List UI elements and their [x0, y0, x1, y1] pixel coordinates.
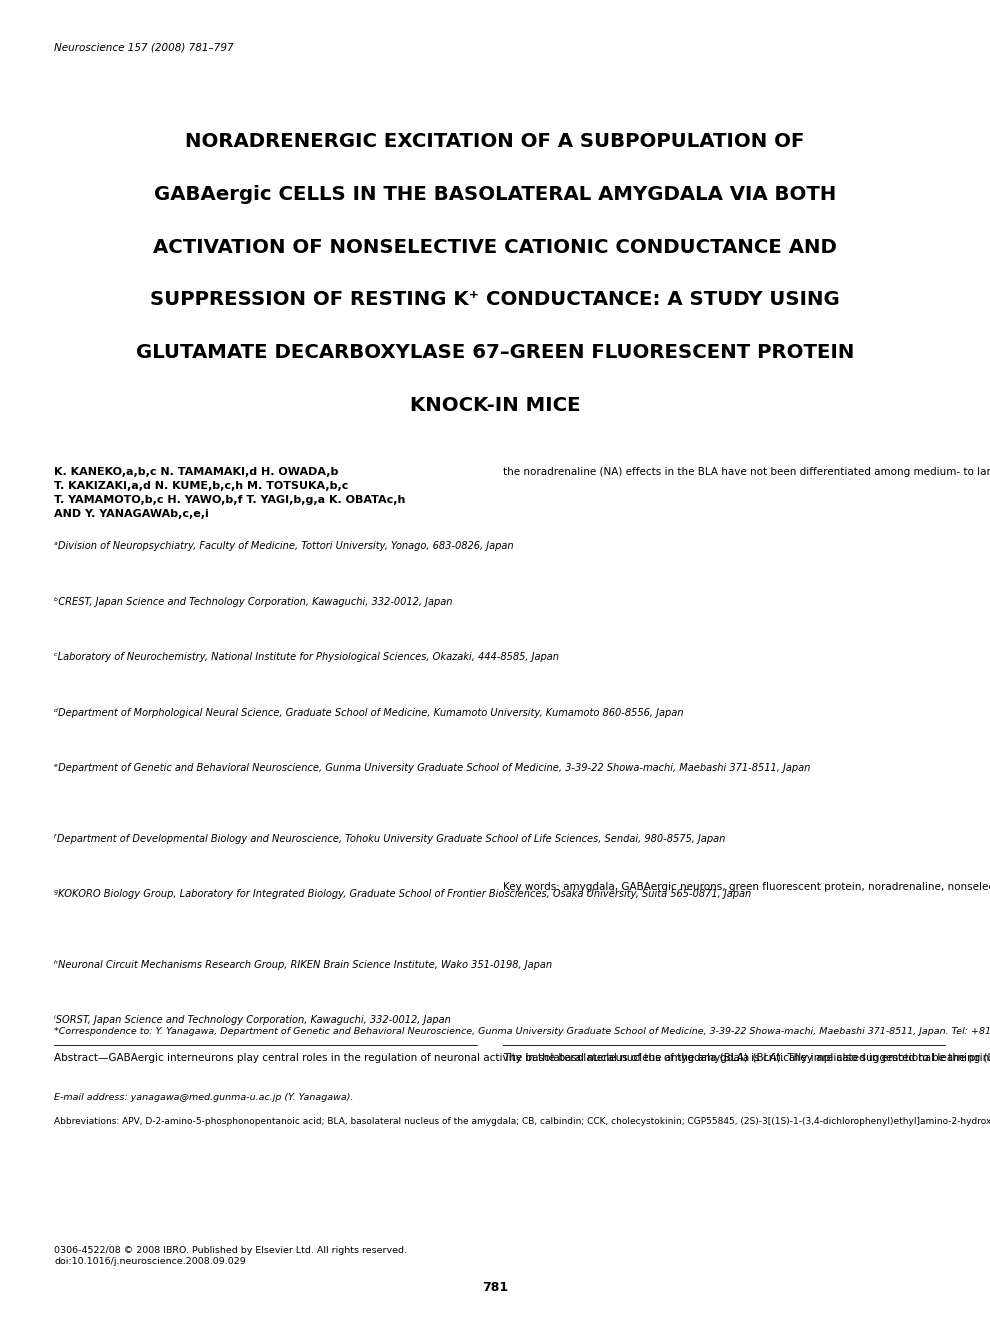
Text: Abstract—GABAergic interneurons play central roles in the regulation of neuronal: Abstract—GABAergic interneurons play cen…	[54, 1053, 990, 1064]
Text: NORADRENERGIC EXCITATION OF A SUBPOPULATION OF: NORADRENERGIC EXCITATION OF A SUBPOPULAT…	[185, 132, 805, 150]
Text: The basolateral nucleus of the amygdala (BLA) is critically implicated in emotio: The basolateral nucleus of the amygdala …	[503, 1053, 990, 1064]
Text: Neuroscience 157 (2008) 781–797: Neuroscience 157 (2008) 781–797	[54, 42, 234, 53]
Text: GABAergic CELLS IN THE BASOLATERAL AMYGDALA VIA BOTH: GABAergic CELLS IN THE BASOLATERAL AMYGD…	[153, 185, 837, 203]
Text: ᵈDepartment of Morphological Neural Science, Graduate School of Medicine, Kumamo: ᵈDepartment of Morphological Neural Scie…	[54, 708, 684, 718]
Text: ᶜLaboratory of Neurochemistry, National Institute for Physiological Sciences, Ok: ᶜLaboratory of Neurochemistry, National …	[54, 652, 559, 663]
Text: 781: 781	[482, 1280, 508, 1294]
Text: E-mail address: yanagawa@med.gunma-u.ac.jp (Y. Yanagawa).: E-mail address: yanagawa@med.gunma-u.ac.…	[54, 1093, 354, 1102]
Text: KNOCK-IN MICE: KNOCK-IN MICE	[410, 396, 580, 414]
Text: K. KANEKO,a,b,c N. TAMAMAKI,d H. OWADA,b
T. KAKIZAKI,a,d N. KUME,b,c,h M. TOTSUK: K. KANEKO,a,b,c N. TAMAMAKI,d H. OWADA,b…	[54, 467, 406, 519]
Text: Abbreviations: APV, D-2-amino-5-phosphonopentanoic acid; BLA, basolateral nucleu: Abbreviations: APV, D-2-amino-5-phosphon…	[54, 1117, 990, 1126]
Text: *Correspondence to: Y. Yanagawa, Department of Genetic and Behavioral Neuroscien: *Correspondence to: Y. Yanagawa, Departm…	[54, 1027, 990, 1036]
Text: SUPPRESSION OF RESTING K⁺ CONDUCTANCE: A STUDY USING: SUPPRESSION OF RESTING K⁺ CONDUCTANCE: A…	[150, 290, 840, 309]
Text: Key words: amygdala, GABAergic neurons, green fluorescent protein, noradrenaline: Key words: amygdala, GABAergic neurons, …	[503, 882, 990, 892]
Text: ᵃDivision of Neuropsychiatry, Faculty of Medicine, Tottori University, Yonago, 6: ᵃDivision of Neuropsychiatry, Faculty of…	[54, 541, 514, 552]
Text: 0306-4522/08 © 2008 IBRO. Published by Elsevier Ltd. All rights reserved.
doi:10: 0306-4522/08 © 2008 IBRO. Published by E…	[54, 1246, 408, 1266]
Text: ᵉDepartment of Genetic and Behavioral Neuroscience, Gunma University Graduate Sc: ᵉDepartment of Genetic and Behavioral Ne…	[54, 763, 811, 774]
Text: ᶠDepartment of Developmental Biology and Neuroscience, Tohoku University Graduat: ᶠDepartment of Developmental Biology and…	[54, 834, 726, 843]
Text: ⁱSORST, Japan Science and Technology Corporation, Kawaguchi, 332-0012, Japan: ⁱSORST, Japan Science and Technology Cor…	[54, 1015, 451, 1026]
Text: ᵇCREST, Japan Science and Technology Corporation, Kawaguchi, 332-0012, Japan: ᵇCREST, Japan Science and Technology Cor…	[54, 597, 453, 607]
Text: GLUTAMATE DECARBOXYLASE 67–GREEN FLUORESCENT PROTEIN: GLUTAMATE DECARBOXYLASE 67–GREEN FLUORES…	[136, 343, 854, 362]
Text: the noradrenaline (NA) effects in the BLA have not been differentiated among med: the noradrenaline (NA) effects in the BL…	[503, 467, 990, 478]
Text: ᵍKOKORO Biology Group, Laboratory for Integrated Biology, Graduate School of Fro: ᵍKOKORO Biology Group, Laboratory for In…	[54, 890, 751, 899]
Text: ACTIVATION OF NONSELECTIVE CATIONIC CONDUCTANCE AND: ACTIVATION OF NONSELECTIVE CATIONIC COND…	[153, 238, 837, 256]
Text: ʰNeuronal Circuit Mechanisms Research Group, RIKEN Brain Science Institute, Wako: ʰNeuronal Circuit Mechanisms Research Gr…	[54, 960, 552, 970]
